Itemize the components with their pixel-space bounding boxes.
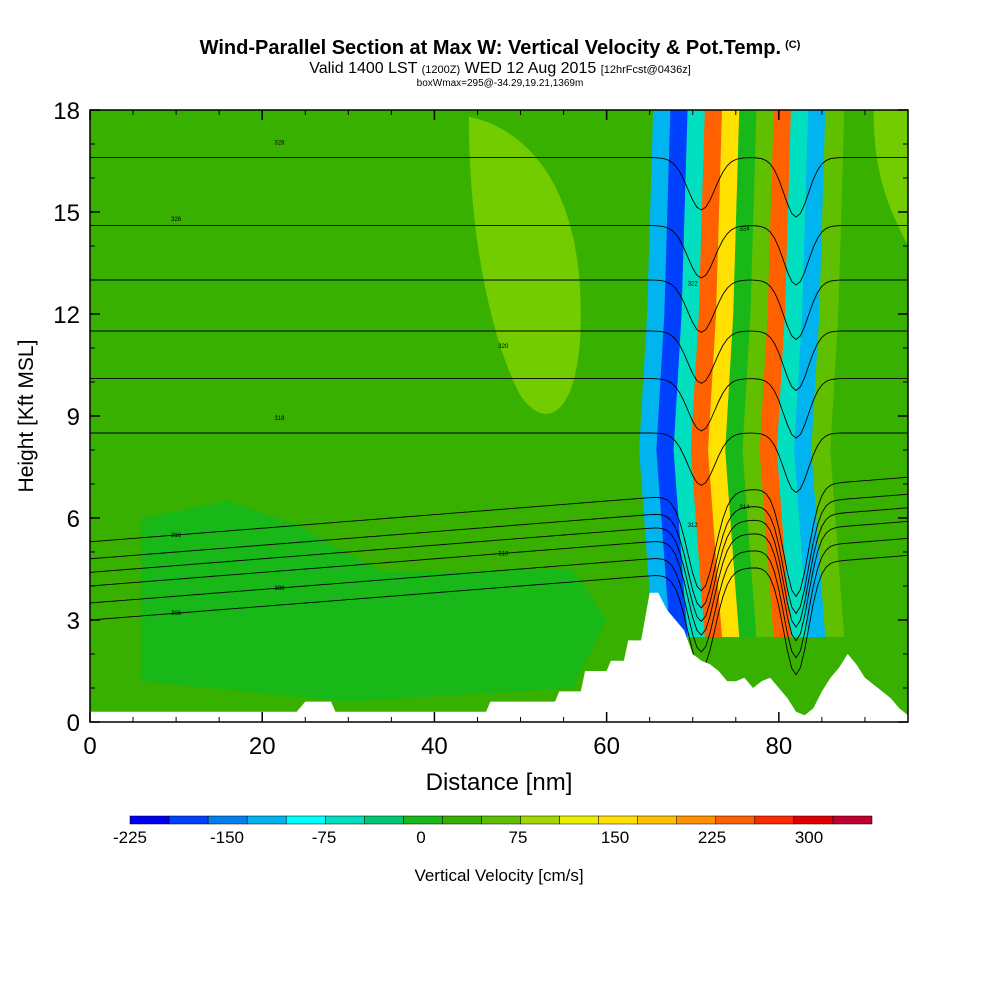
terrain	[90, 592, 908, 722]
x-tick-label: 40	[421, 733, 448, 760]
y-tick-label: 12	[53, 302, 80, 329]
contour-label: 314	[739, 505, 750, 511]
colorbar-label: Vertical Velocity [cm/s]	[414, 866, 583, 885]
theta-contour	[90, 554, 908, 676]
colorbar-swatch	[715, 815, 756, 825]
colorbar-swatch	[403, 815, 443, 825]
velocity-band	[725, 110, 759, 637]
velocity-band	[742, 110, 776, 637]
y-tick-label: 9	[67, 404, 80, 431]
theta-contour	[90, 157, 908, 218]
x-tick-label: 80	[765, 733, 792, 760]
colorbar-tick-label: -150	[210, 828, 244, 847]
colorbar-swatch	[168, 815, 209, 825]
contour-label: 316	[171, 533, 182, 539]
velocity-band	[690, 110, 724, 637]
velocity-band	[811, 110, 845, 637]
x-axis-label: Distance [nm]	[426, 769, 573, 796]
theta-contour	[90, 432, 908, 494]
colorbar-swatch	[598, 815, 638, 825]
colorbar-swatch	[442, 815, 482, 825]
x-tick-label: 60	[593, 733, 620, 760]
chart-subtitle: Valid 1400 LST (1200Z) WED 12 Aug 2015 […	[0, 60, 1000, 78]
colorbar-swatch	[559, 815, 599, 825]
colorbar-tick-label: 75	[509, 828, 528, 847]
velocity-band	[776, 110, 810, 637]
colorbar-swatch	[754, 815, 795, 825]
chart-title: Wind-Parallel Section at Max W: Vertical…	[199, 37, 801, 59]
contour-label: 320	[498, 344, 509, 350]
colorbar-tick-label: 300	[795, 828, 823, 847]
contour-label: 308	[274, 586, 285, 592]
contour-label: 310	[498, 551, 509, 557]
contour-label: 328	[274, 141, 285, 147]
updraft-patch	[468, 116, 581, 414]
velocity-band	[708, 110, 741, 637]
colorbar-tick-label: -225	[113, 828, 147, 847]
title-mark: (C)	[785, 39, 801, 51]
contour-label: 326	[171, 217, 182, 223]
theta-contour	[90, 507, 908, 628]
downdraft-patch	[141, 501, 607, 702]
theta-contour	[90, 493, 908, 615]
theta-contour	[90, 520, 908, 642]
contour-label: 324	[739, 226, 750, 232]
colorbar-swatch	[285, 815, 326, 825]
colorbar-tick-label: 225	[698, 828, 726, 847]
subtitle-forecast: [12hrFcst@0436z]	[600, 64, 691, 76]
box-info: boxWmax=295@-34.29,19.21,1369m	[416, 78, 584, 89]
y-tick-label: 15	[53, 200, 80, 227]
contour-label: 318	[274, 416, 285, 422]
x-tick-label: 20	[249, 733, 276, 760]
contour-label: 306	[171, 611, 182, 617]
theta-contour	[90, 330, 908, 392]
velocity-band	[673, 110, 707, 637]
y-axis-label: Height [Kft MSL]	[15, 340, 38, 493]
colorbar-swatch	[481, 815, 521, 825]
y-tick-label: 18	[53, 98, 80, 125]
subtitle-valid: Valid 1400 LST	[309, 60, 418, 77]
theta-contour	[90, 225, 908, 286]
colorbar-swatch	[246, 815, 287, 825]
y-tick-label: 3	[67, 608, 80, 635]
colorbar-swatch	[637, 815, 677, 825]
theta-contour	[90, 476, 908, 598]
colorbar-swatch	[129, 815, 170, 825]
y-tick-label: 6	[67, 506, 80, 533]
theta-contour	[90, 537, 908, 659]
colorbar-swatch	[207, 815, 248, 825]
colorbar-swatch	[832, 815, 873, 825]
x-tick-label: 0	[83, 733, 96, 760]
colorbar-swatch	[793, 815, 834, 825]
velocity-band	[759, 110, 793, 637]
theta-contour	[90, 279, 908, 341]
colorbar-swatch	[325, 815, 365, 825]
colorbar-tick-label: 150	[601, 828, 629, 847]
velocity-band	[639, 110, 673, 637]
colorbar-swatch	[364, 815, 404, 825]
colorbar-tick-label: -75	[312, 828, 337, 847]
colorbar-swatch	[676, 815, 717, 825]
colorbar-swatch	[520, 815, 560, 825]
theta-contour	[90, 378, 908, 439]
y-tick-label: 0	[67, 710, 80, 737]
contour-label: 322	[688, 281, 699, 287]
colorbar-tick-label: 0	[416, 828, 425, 847]
contour-label: 312	[688, 523, 699, 529]
subtitle-utc: (1200Z)	[421, 64, 461, 76]
subtitle-date: WED 12 Aug 2015	[464, 60, 597, 77]
velocity-band	[794, 110, 828, 637]
